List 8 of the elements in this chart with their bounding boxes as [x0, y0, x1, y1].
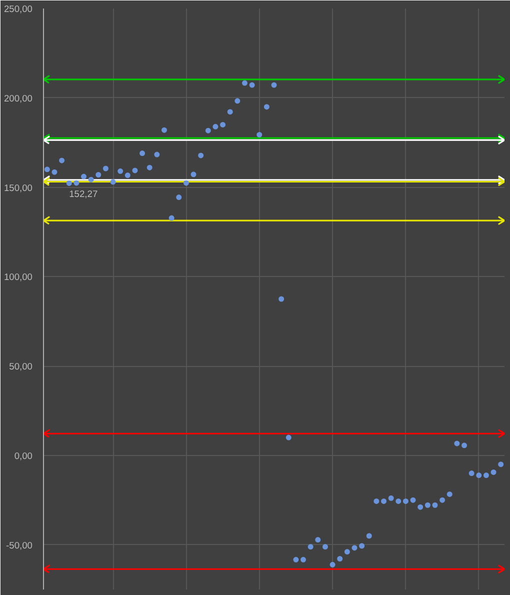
y-tick-label: 100,00: [4, 272, 32, 282]
y-tick-label: 150,00: [4, 182, 32, 193]
y-tick-label: -50,00: [6, 540, 33, 550]
y-tick-label: 0,00: [14, 450, 32, 461]
y-tick-label: 250,00: [4, 4, 32, 14]
y-tick-label: 50,00: [9, 362, 32, 372]
y-tick-label: 200,00: [4, 93, 32, 104]
data-label: 152,27: [69, 189, 98, 200]
